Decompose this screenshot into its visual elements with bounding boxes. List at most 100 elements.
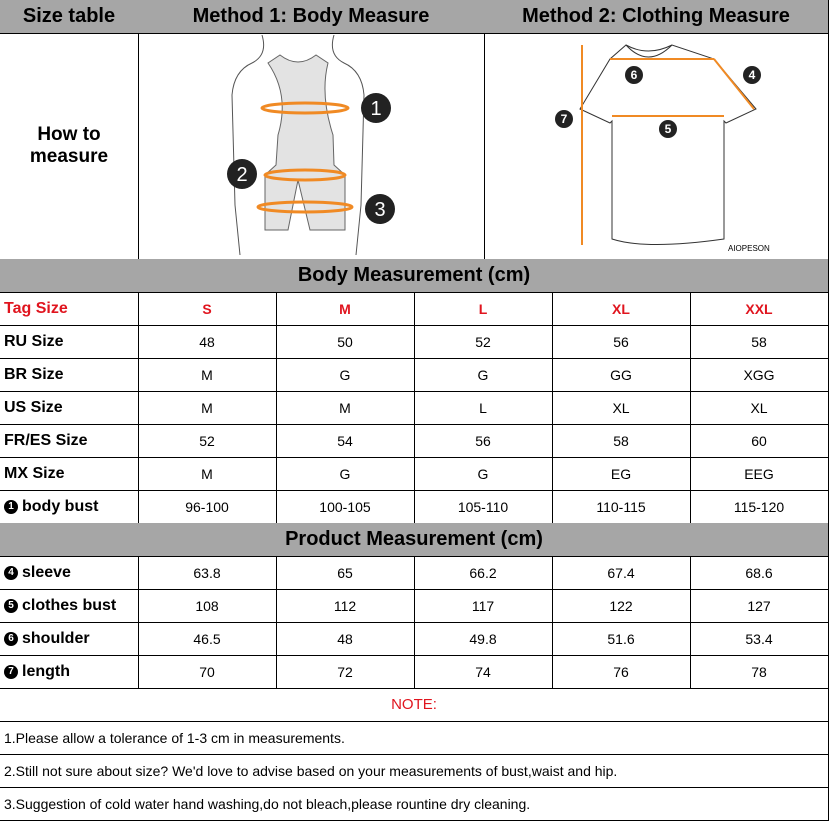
value-cell: 100-105: [276, 490, 415, 524]
value-cell: G: [414, 457, 553, 491]
value-cell: G: [276, 457, 415, 491]
value-cell: EEG: [690, 457, 829, 491]
value-cell: 96-100: [138, 490, 277, 524]
body-marker-1: 1: [370, 98, 381, 120]
tag-size-XXL: XXL: [690, 292, 829, 326]
value-cell: 50: [276, 325, 415, 359]
value-cell: M: [276, 391, 415, 425]
row-label: 7 length: [0, 655, 139, 689]
value-cell: 122: [552, 589, 691, 623]
value-cell: M: [138, 457, 277, 491]
value-cell: 56: [552, 325, 691, 359]
note-title: NOTE:: [0, 688, 829, 722]
row-label-text: clothes bust: [22, 596, 117, 614]
value-cell: EG: [552, 457, 691, 491]
value-cell: 63.8: [138, 556, 277, 590]
product-measurement-heading: Product Measurement (cm): [0, 523, 829, 557]
value-cell: 52: [414, 325, 553, 359]
row-label-text: body bust: [22, 497, 99, 515]
value-cell: 52: [138, 424, 277, 458]
body-marker-2: 2: [236, 164, 247, 186]
row-label: BR Size: [0, 358, 139, 392]
value-cell: XL: [552, 391, 691, 425]
value-cell: 60: [690, 424, 829, 458]
value-cell: 51.6: [552, 622, 691, 656]
value-cell: XL: [690, 391, 829, 425]
row-label: 4 sleeve: [0, 556, 139, 590]
row-label: FR/ES Size: [0, 424, 139, 458]
value-cell: 58: [552, 424, 691, 458]
value-cell: 56: [414, 424, 553, 458]
row-label-text: MX Size: [4, 464, 65, 482]
value-cell: 127: [690, 589, 829, 623]
row-label: MX Size: [0, 457, 139, 491]
row-label-text: length: [22, 662, 70, 680]
value-cell: 48: [276, 622, 415, 656]
body-measurement-heading: Body Measurement (cm): [0, 259, 829, 293]
shirt-brand: AIOPESON: [728, 244, 770, 253]
row-label-text: FR/ES Size: [4, 431, 88, 449]
value-cell: G: [414, 358, 553, 392]
row-label: RU Size: [0, 325, 139, 359]
value-cell: 112: [276, 589, 415, 623]
body-figure-illustration: 1 2 3: [227, 35, 395, 256]
body-marker-3: 3: [374, 199, 385, 221]
value-cell: 48: [138, 325, 277, 359]
value-cell: 78: [690, 655, 829, 689]
value-cell: G: [276, 358, 415, 392]
tag-size-label: Tag Size: [0, 292, 139, 326]
shirt-marker-6: 6: [631, 68, 638, 82]
header-size-table: Size table: [0, 0, 139, 34]
value-cell: 110-115: [552, 490, 691, 524]
row-label: 1 body bust: [0, 490, 139, 524]
tag-size-XL: XL: [552, 292, 691, 326]
value-cell: 72: [276, 655, 415, 689]
value-cell: L: [414, 391, 553, 425]
shirt-marker-7: 7: [561, 112, 568, 126]
value-cell: 70: [138, 655, 277, 689]
value-cell: 66.2: [414, 556, 553, 590]
shirt-illustration: 6 4 5 7 AIOPESON: [555, 44, 770, 253]
value-cell: GG: [552, 358, 691, 392]
marker-1-icon: 1: [4, 499, 18, 514]
value-cell: 46.5: [138, 622, 277, 656]
header-method-2: Method 2: Clothing Measure: [484, 0, 829, 34]
value-cell: 115-120: [690, 490, 829, 524]
marker-4-icon: 4: [4, 565, 18, 580]
value-cell: 68.6: [690, 556, 829, 590]
value-cell: 76: [552, 655, 691, 689]
value-cell: 67.4: [552, 556, 691, 590]
row-label: US Size: [0, 391, 139, 425]
row-label: 6 shoulder: [0, 622, 139, 656]
row-label-text: US Size: [4, 398, 63, 416]
value-cell: 117: [414, 589, 553, 623]
shirt-marker-5: 5: [665, 122, 672, 136]
value-cell: 54: [276, 424, 415, 458]
value-cell: 49.8: [414, 622, 553, 656]
tag-size-L: L: [414, 292, 553, 326]
shirt-marker-4: 4: [749, 68, 756, 82]
value-cell: M: [138, 358, 277, 392]
value-cell: 53.4: [690, 622, 829, 656]
value-cell: XGG: [690, 358, 829, 392]
tag-size-S: S: [138, 292, 277, 326]
value-cell: 74: [414, 655, 553, 689]
value-cell: M: [138, 391, 277, 425]
row-label: 5 clothes bust: [0, 589, 139, 623]
how-to-measure: How to measure: [0, 33, 139, 260]
value-cell: 108: [138, 589, 277, 623]
marker-7-icon: 7: [4, 664, 18, 679]
row-label-text: BR Size: [4, 365, 64, 383]
tag-size-M: M: [276, 292, 415, 326]
note-line: 1.Please allow a tolerance of 1-3 cm in …: [0, 721, 829, 755]
value-cell: 65: [276, 556, 415, 590]
header-method-1: Method 1: Body Measure: [138, 0, 485, 34]
note-line: 2.Still not sure about size? We'd love t…: [0, 754, 829, 788]
row-label-text: shoulder: [22, 629, 90, 647]
marker-6-icon: 6: [4, 631, 18, 646]
note-line: 3.Suggestion of cold water hand washing,…: [0, 787, 829, 821]
row-label-text: RU Size: [4, 332, 64, 350]
marker-5-icon: 5: [4, 598, 18, 613]
value-cell: 105-110: [414, 490, 553, 524]
value-cell: 58: [690, 325, 829, 359]
